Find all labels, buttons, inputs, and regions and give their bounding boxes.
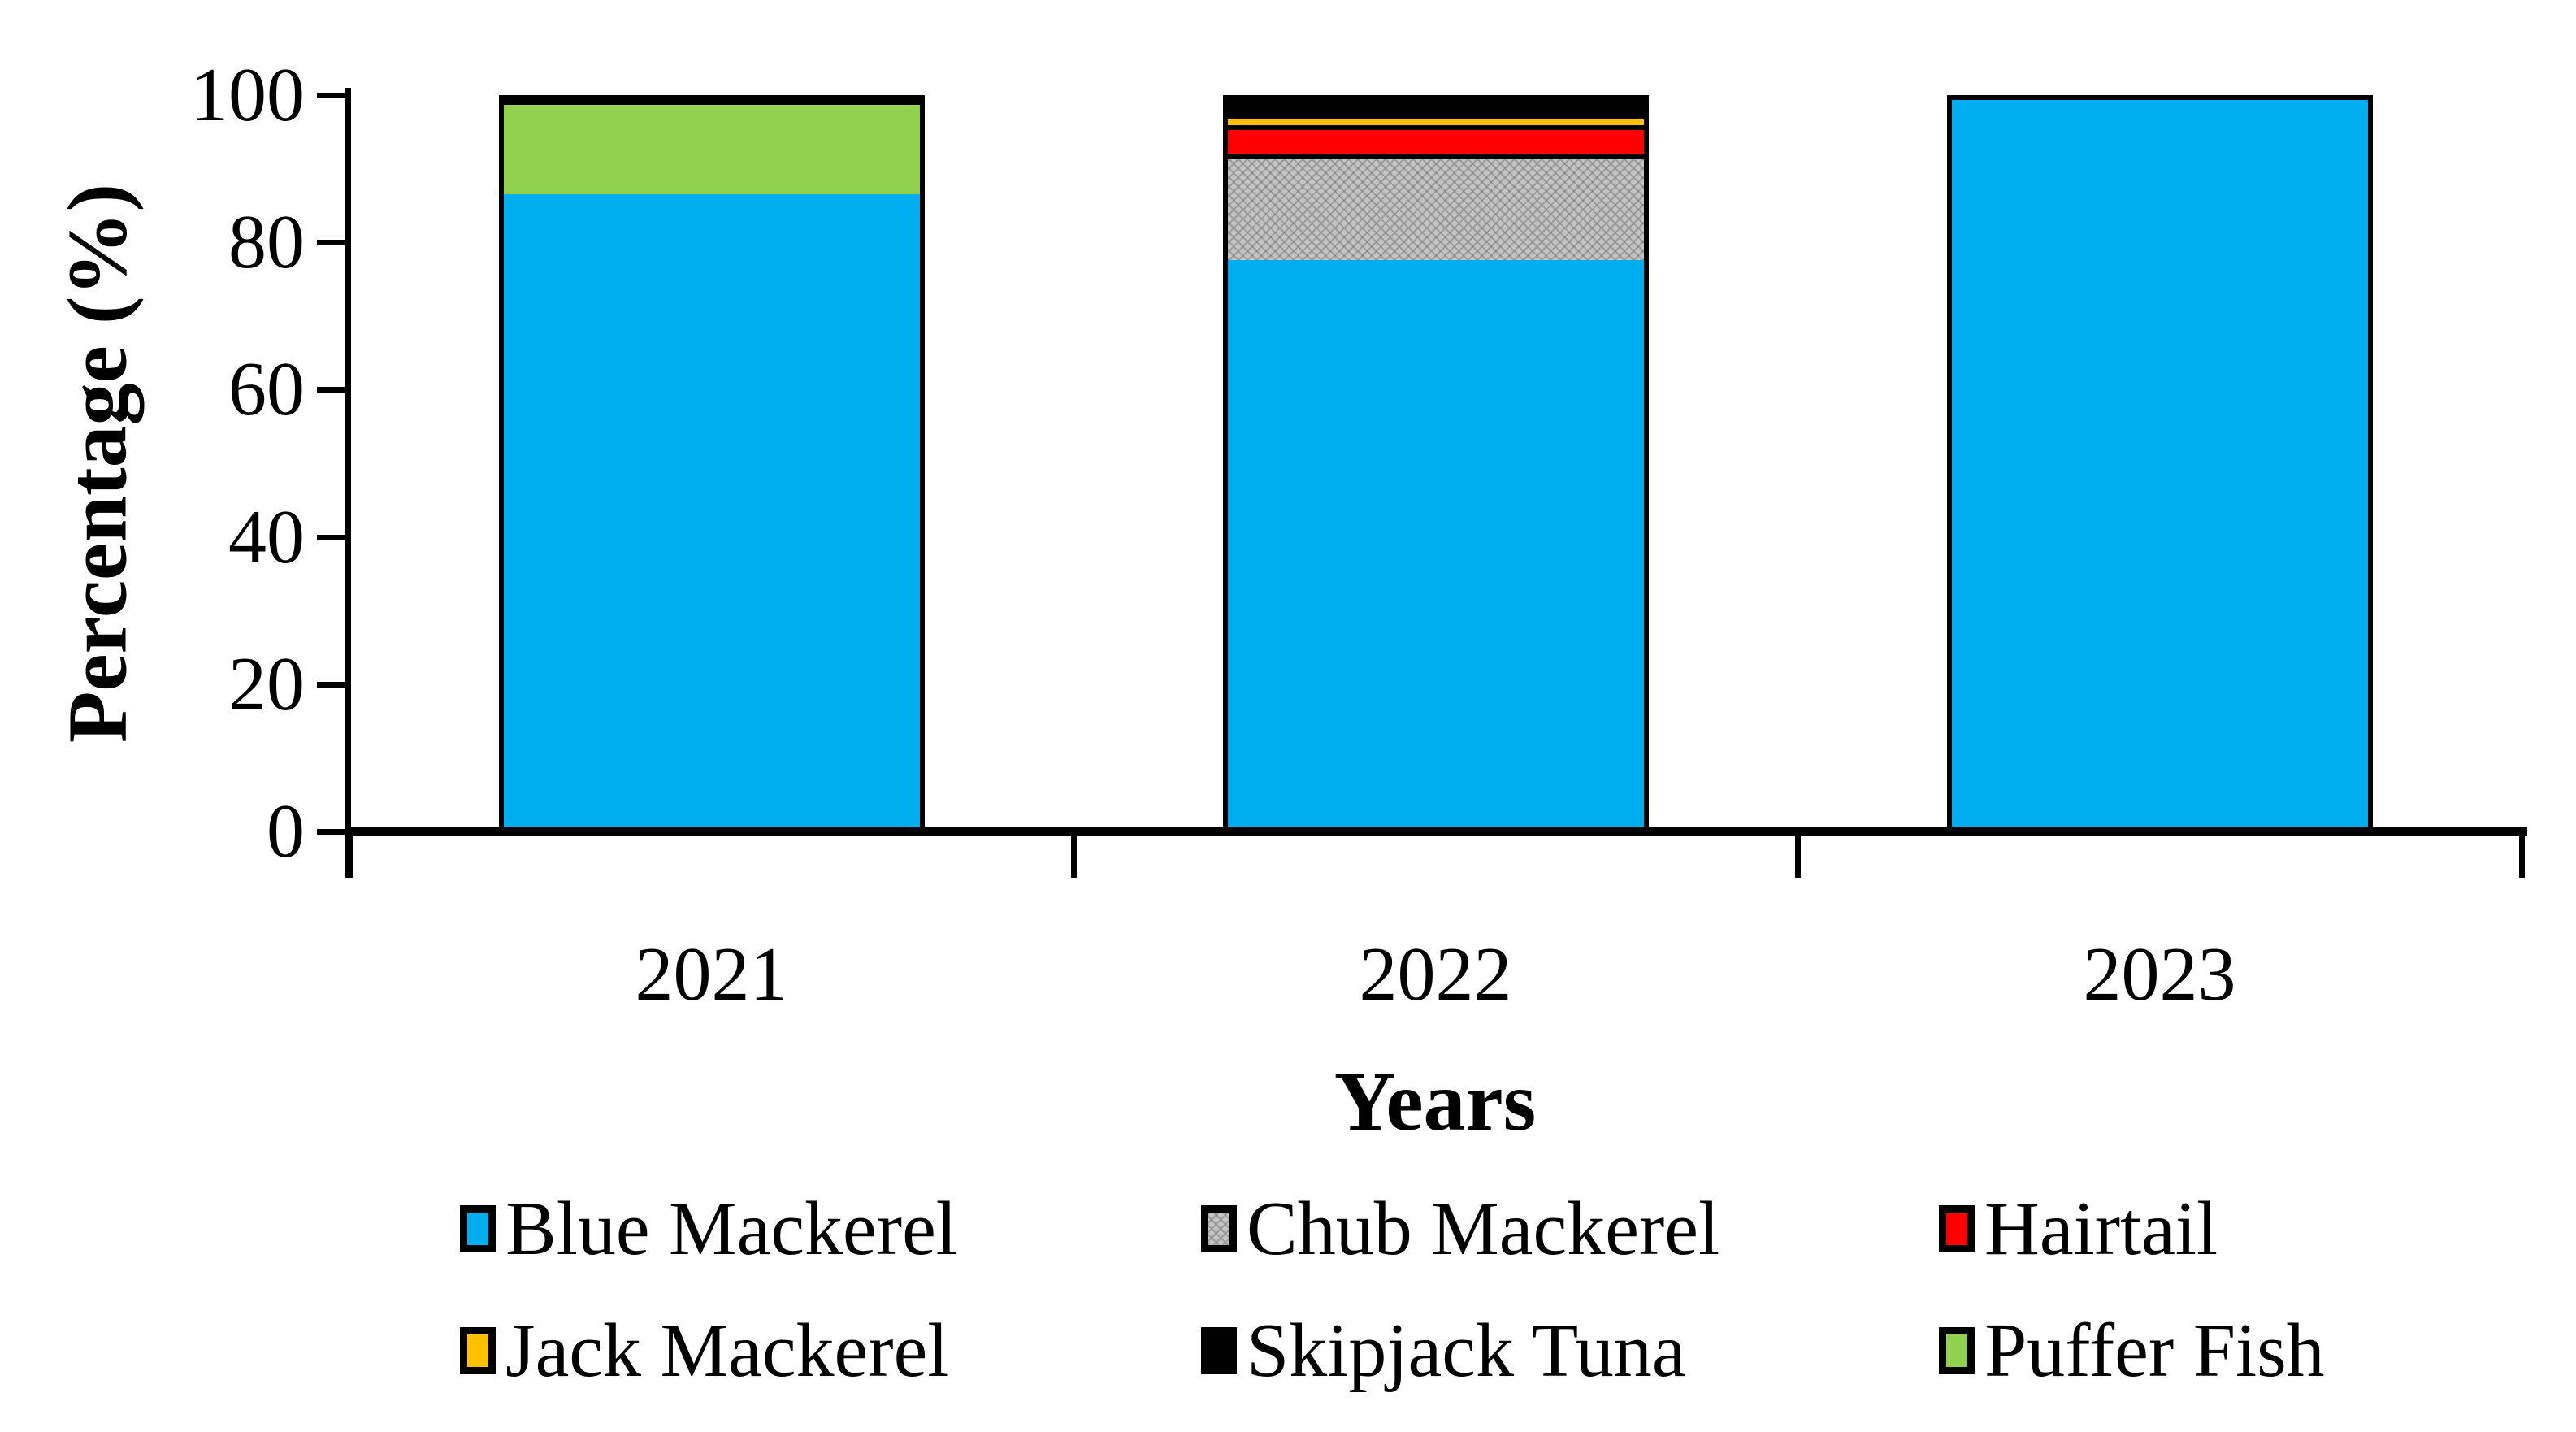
bar-segment-puffer-fish [503, 100, 920, 195]
legend-swatch [460, 1205, 496, 1252]
y-tick-mark [317, 681, 349, 688]
y-tick-label: 100 [190, 53, 305, 137]
x-axis-title: Years [1334, 1055, 1537, 1148]
x-tick-mark [1795, 831, 1801, 878]
bar-2023 [1946, 95, 2373, 831]
legend-item-chub-mackerel: Chub Mackerel [1201, 1188, 1720, 1269]
legend-swatch [1201, 1327, 1237, 1374]
y-axis-title: Percentage (%) [50, 183, 145, 744]
y-tick-mark [317, 387, 349, 393]
y-tick-label: 60 [228, 347, 305, 432]
y-axis-line [345, 88, 351, 878]
bar-segment-blue-mackerel [1227, 259, 1644, 827]
legend-item-blue-mackerel: Blue Mackerel [460, 1188, 957, 1269]
y-tick-mark [317, 829, 349, 835]
bar-2021 [498, 95, 925, 831]
y-tick-label: 20 [228, 641, 305, 727]
legend-item-hairtail: Hairtail [1939, 1188, 2218, 1269]
legend-item-jack-mackerel: Jack Mackerel [460, 1310, 948, 1391]
legend-label: Puffer Fish [1984, 1308, 2325, 1393]
legend-item-puffer-fish: Puffer Fish [1939, 1310, 2325, 1391]
y-tick-label: 40 [228, 494, 305, 579]
x-tick-mark [2519, 831, 2525, 878]
x-axis-line [345, 827, 2527, 836]
bar-segment-blue-mackerel [503, 194, 920, 827]
bar-segment-blue-mackerel [1951, 100, 2368, 827]
legend-label: Jack Mackerel [505, 1308, 949, 1393]
legend-label: Chub Mackerel [1247, 1187, 1720, 1271]
x-tick-mark [347, 831, 353, 878]
y-tick-mark [317, 534, 349, 540]
legend-swatch [1201, 1205, 1237, 1252]
bar-2022 [1222, 95, 1649, 831]
x-tick-mark [1071, 831, 1077, 878]
legend-label: Skipjack Tuna [1247, 1308, 1686, 1393]
bar-segment-skipjack-tuna [1227, 100, 1644, 115]
legend-label: Blue Mackerel [505, 1187, 957, 1271]
bar-segment-chub-mackerel [1227, 154, 1644, 260]
y-tick-mark [317, 240, 349, 246]
legend-label: Hairtail [1984, 1187, 2218, 1271]
x-category-label: 2021 [635, 932, 788, 1017]
y-tick-label: 0 [267, 789, 305, 874]
x-category-label: 2023 [2083, 932, 2236, 1017]
x-category-label: 2022 [1359, 932, 1512, 1017]
y-tick-mark [317, 93, 349, 98]
bar-segment-jack-mackerel [1227, 114, 1644, 126]
y-tick-label: 80 [228, 200, 305, 285]
bar-segment-hairtail [1227, 125, 1644, 155]
legend-swatch [460, 1327, 496, 1374]
legend-swatch [1939, 1205, 1975, 1252]
legend-item-skipjack-tuna: Skipjack Tuna [1201, 1310, 1686, 1391]
legend-swatch [1939, 1327, 1975, 1374]
